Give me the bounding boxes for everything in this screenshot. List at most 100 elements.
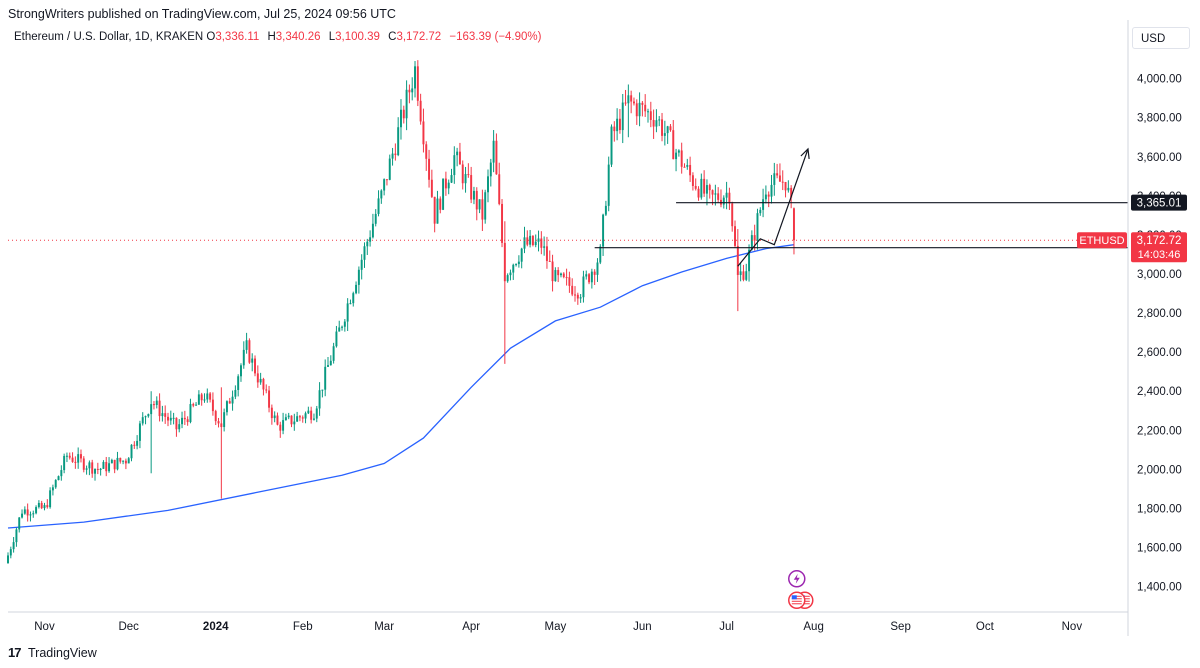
candle-body	[655, 120, 658, 127]
candle-body	[259, 378, 262, 383]
candle-body	[85, 468, 88, 470]
candle-body	[169, 417, 172, 421]
candle-body	[63, 455, 66, 471]
candle-body	[240, 365, 242, 377]
candle-body	[604, 205, 607, 215]
candle-body	[458, 151, 461, 165]
arrow-head-icon	[800, 147, 810, 159]
candle-body	[778, 175, 781, 182]
candle-body	[588, 274, 591, 283]
candle-body	[9, 549, 12, 556]
candle-body	[624, 102, 627, 104]
candle-body	[23, 509, 26, 514]
candle-body	[388, 158, 391, 180]
candle-body	[700, 178, 703, 198]
x-tick-label: Sep	[890, 621, 910, 633]
candle-body	[442, 178, 445, 210]
y-tick-label: 3,600.00	[1137, 152, 1182, 164]
candle-body	[411, 88, 414, 93]
candle-body	[155, 400, 158, 405]
candle-body	[279, 424, 282, 431]
symbol-title[interactable]: Ethereum / U.S. Dollar, 1D, KRAKEN	[14, 31, 204, 43]
candle-body	[767, 194, 770, 197]
candle-body	[616, 118, 619, 132]
candle-body	[116, 457, 119, 470]
candle-body	[138, 423, 141, 441]
candle-body	[545, 246, 548, 261]
candle-body	[669, 126, 672, 131]
candle-body	[186, 419, 189, 423]
candle-body	[402, 109, 405, 119]
tradingview-logo-icon[interactable]: 17	[8, 645, 21, 660]
candle-body	[686, 164, 689, 167]
currency-selector[interactable]: USD	[1132, 27, 1190, 49]
footer-brand[interactable]: TradingView	[28, 645, 97, 660]
candle-body	[689, 164, 692, 176]
candle-body	[71, 457, 74, 462]
candle-body	[574, 294, 576, 296]
candle-body	[262, 378, 265, 390]
candle-body	[551, 261, 554, 282]
candle-body	[708, 185, 711, 191]
candle-body	[734, 226, 736, 246]
candle-body	[728, 192, 731, 204]
candle-body	[234, 389, 237, 397]
candle-body	[12, 542, 15, 550]
candle-body	[489, 162, 492, 177]
candle-body	[731, 203, 734, 227]
candle-body	[68, 455, 71, 458]
candle-body	[197, 394, 200, 405]
candle-body	[658, 119, 661, 121]
candle-body	[461, 164, 464, 184]
countdown-text: 14:03:46	[1138, 249, 1181, 261]
candle-body	[338, 327, 341, 332]
y-tick-label: 2,600.00	[1137, 347, 1182, 359]
candle-body	[349, 303, 352, 305]
candle-body	[108, 463, 111, 472]
candle-body	[282, 420, 285, 431]
candle-body	[363, 246, 366, 260]
candle-body	[374, 213, 377, 224]
candle-body	[164, 413, 167, 417]
candle-body	[548, 260, 551, 262]
candle-body	[335, 331, 338, 347]
candle-body	[495, 140, 498, 175]
candle-body	[189, 404, 192, 423]
candle-body	[773, 173, 776, 185]
candle-body	[705, 185, 708, 194]
candle-body	[341, 326, 344, 328]
candle-body	[400, 109, 402, 128]
candle-body	[599, 246, 602, 263]
candle-body	[217, 421, 220, 424]
candle-body	[509, 272, 512, 276]
drawings-layer	[8, 147, 1128, 267]
candle-body	[647, 111, 649, 113]
candle-body	[456, 151, 459, 156]
candle-body	[265, 389, 268, 391]
candle-body	[293, 421, 296, 425]
x-tick-label: Jul	[719, 621, 734, 633]
candle-body	[663, 133, 666, 136]
candle-body	[242, 349, 245, 366]
symbol-legend: Ethereum / U.S. Dollar, 1D, KRAKEN O3,33…	[14, 31, 546, 43]
candle-body	[102, 461, 105, 469]
candle-body	[327, 365, 329, 367]
candle-body	[211, 399, 214, 412]
candle-body	[759, 209, 762, 214]
candle-body	[515, 264, 518, 266]
high-label: H	[267, 31, 276, 43]
candle-body	[408, 89, 411, 93]
candle-body	[245, 340, 248, 350]
candle-body	[464, 174, 467, 184]
candle-body	[787, 187, 790, 191]
candle-body	[60, 470, 63, 477]
candle-body	[21, 513, 24, 518]
candle-body	[697, 188, 700, 198]
candle-body	[447, 182, 450, 189]
candle-body	[694, 185, 697, 189]
level-price-text: 3,365.01	[1137, 198, 1182, 210]
candle-body	[80, 454, 82, 459]
candle-body	[675, 152, 678, 160]
candle-body	[484, 192, 487, 220]
